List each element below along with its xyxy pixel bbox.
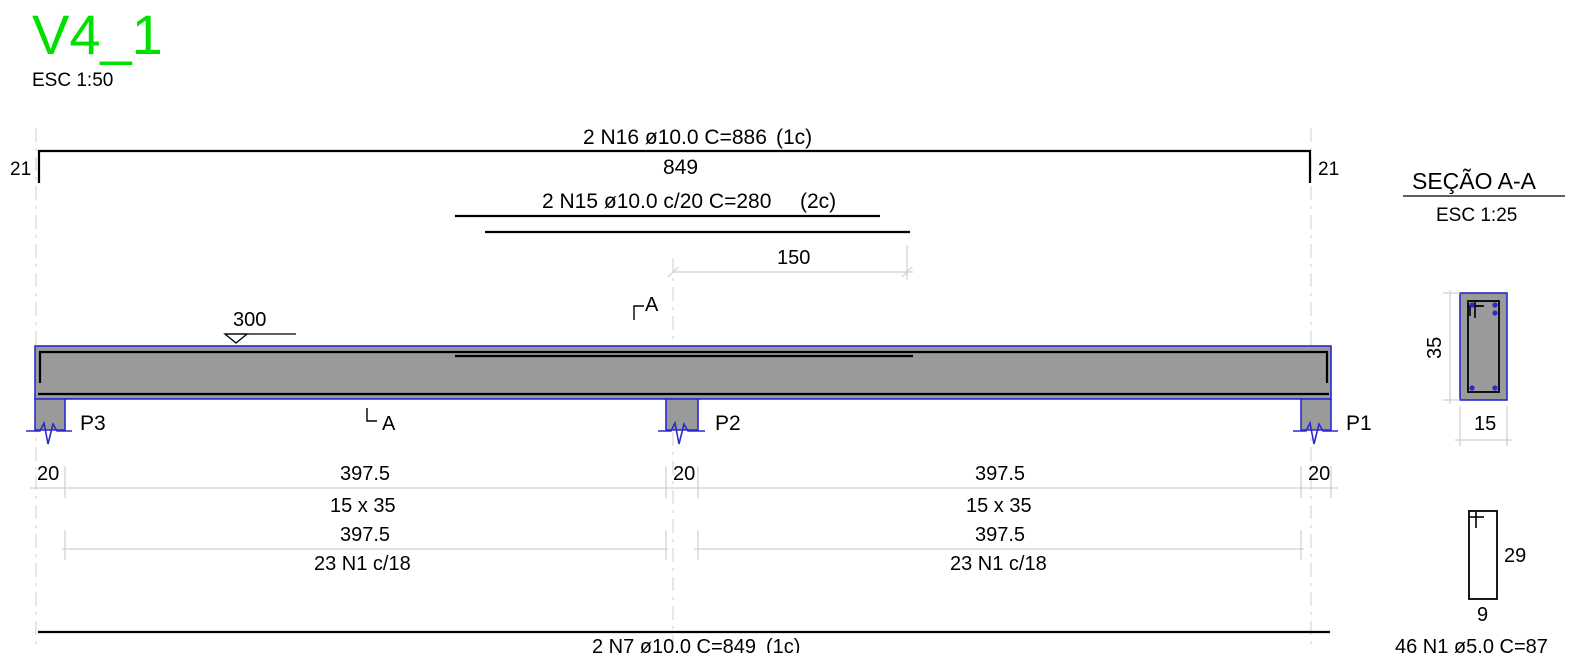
support-width-p1: 20 (1308, 463, 1330, 485)
stirrup-detail-width: 9 (1477, 604, 1488, 626)
section-cut-mark-upper (633, 305, 644, 320)
n16-bar-line (37, 149, 1312, 183)
n7-bar-label: 2 N7 ø10.0 C=849 (592, 636, 756, 653)
n7-bar-layer: (1c) (766, 636, 800, 653)
n16-hook-left: 21 (10, 159, 31, 180)
break-line-p3 (26, 420, 72, 445)
n16-hook-right: 21 (1318, 159, 1339, 180)
support-p3-body (34, 398, 66, 431)
drawing-title: V4_1 (32, 3, 163, 66)
span-1-length: 397.5 (340, 463, 390, 485)
section-cut-label-lower: A (382, 413, 396, 435)
span-1-section: 15 x 35 (330, 495, 396, 517)
section-cut-label-upper: A (645, 294, 659, 316)
section-scale: ESC 1:25 (1436, 205, 1517, 226)
support-width-p2: 20 (673, 463, 695, 485)
span-2-section: 15 x 35 (966, 495, 1032, 517)
n15-anchor-dimension: 150 (777, 247, 810, 269)
level-value: 300 (233, 309, 266, 331)
n16-bar-length: 849 (663, 156, 698, 179)
n15-bar-label: 2 N15 ø10.0 c/20 C=280 (542, 190, 771, 213)
support-label-p1: P1 (1346, 412, 1372, 435)
stirrup-detail-label: 46 N1 ø5.0 C=87 (1395, 636, 1548, 653)
support-label-p3: P3 (80, 412, 106, 435)
span-2-stirrups: 23 N1 c/18 (950, 553, 1047, 575)
section-stirrup (1467, 300, 1500, 393)
support-p1-body (1300, 398, 1332, 431)
span-1-stirrup-length: 397.5 (340, 524, 390, 546)
support-p2-body (665, 398, 699, 431)
section-rebar-top-left (1469, 302, 1475, 308)
section-title: SEÇÃO A-A (1412, 168, 1537, 194)
section-concrete (1459, 292, 1508, 401)
section-height: 35 (1424, 337, 1446, 359)
n15-bar-layer: (2c) (800, 190, 836, 213)
section-cut-mark-lower (366, 408, 377, 422)
section-rebar-bottom-right (1492, 385, 1498, 391)
span-2-stirrup-length: 397.5 (975, 524, 1025, 546)
n16-bar-layer: (1c) (776, 126, 812, 149)
stirrup-detail-height: 29 (1504, 545, 1526, 567)
support-label-p2: P2 (715, 412, 741, 435)
beam-body (34, 345, 1332, 400)
drawing-scale: ESC 1:50 (32, 70, 113, 91)
break-line-p2 (658, 420, 705, 445)
level-triangle-icon (223, 333, 249, 344)
section-rebar-bottom-left (1469, 385, 1475, 391)
n16-bar-label: 2 N16 ø10.0 C=886 (583, 126, 767, 149)
support-width-p3: 20 (37, 463, 59, 485)
section-rebar-top-right (1492, 302, 1498, 308)
span-2-length: 397.5 (975, 463, 1025, 485)
stirrup-detail-shape (1468, 510, 1498, 600)
span-1-stirrups: 23 N1 c/18 (314, 553, 411, 575)
elevation-top-bar (38, 350, 1329, 383)
section-width: 15 (1474, 413, 1496, 435)
break-line-p1 (1293, 420, 1338, 445)
